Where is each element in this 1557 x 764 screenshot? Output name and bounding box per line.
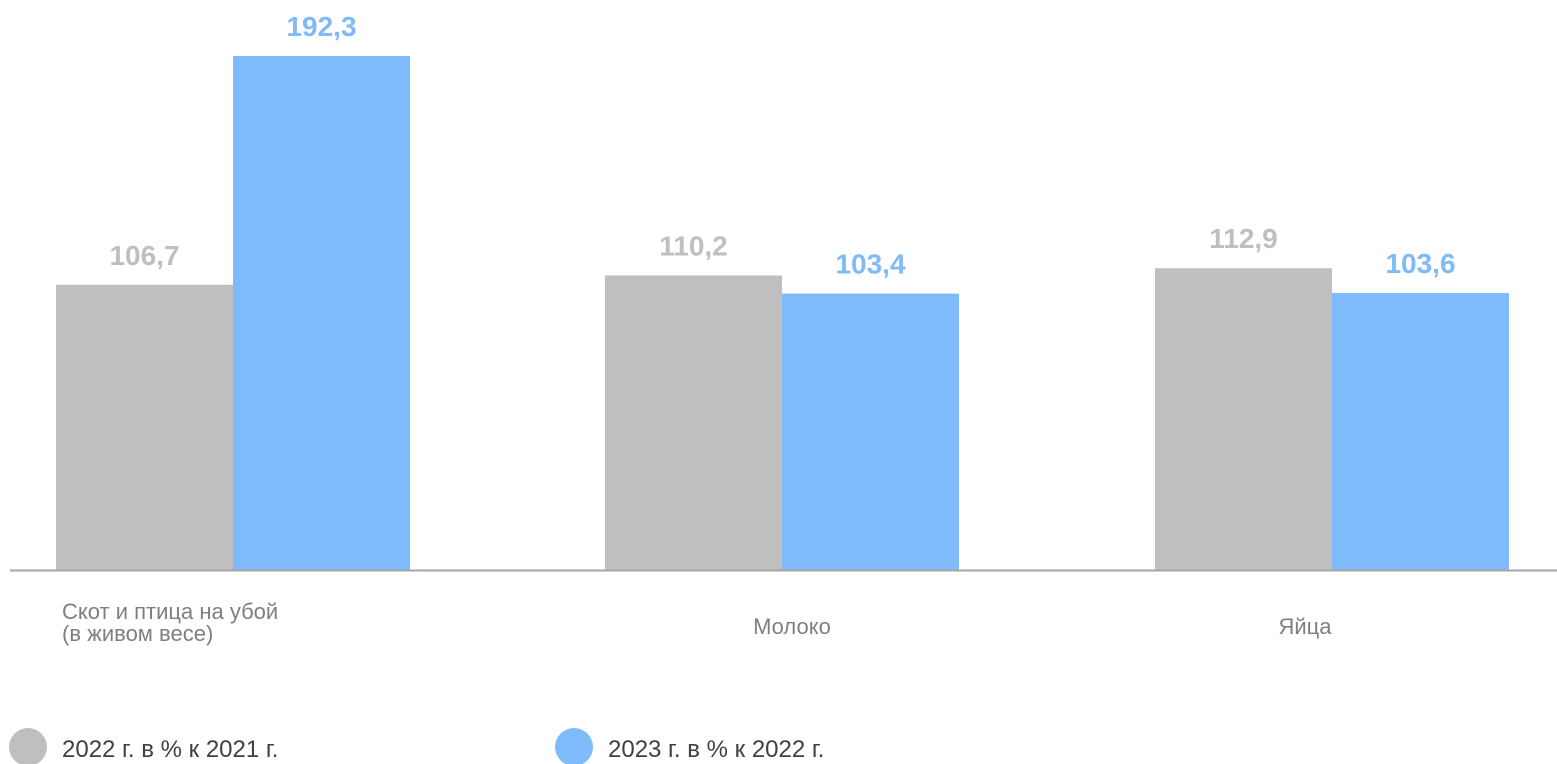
data-label-series1-cat2: 110,2: [659, 230, 728, 261]
legend-label-1: 2022 г. в % к 2021 г.: [62, 736, 278, 763]
data-label-series1-cat1: 106,7: [109, 240, 179, 271]
category-label-2: Молоко: [753, 614, 831, 639]
bar-series1-cat2: [605, 275, 782, 570]
legend-marker-2: [555, 728, 593, 764]
legend-label-2: 2023 г. в % к 2022 г.: [608, 736, 824, 763]
legend-marker-1: [9, 728, 47, 764]
legend: 2022 г. в % к 2021 г. 2023 г. в % к 2022 …: [9, 728, 824, 764]
category-label-1: Скот и птица на убой (в живом весе): [62, 599, 278, 646]
data-label-series2-cat1: 192,3: [286, 11, 356, 42]
data-label-series2-cat2: 103,4: [835, 249, 905, 280]
legend-item-2: 2023 г. в % к 2022 г.: [555, 728, 824, 764]
bar-series2-cat2: [782, 294, 959, 570]
data-label-series1-cat3: 112,9: [1209, 223, 1278, 254]
category-labels-group: Скот и птица на убой (в живом весе) Молоко…: [62, 599, 1332, 646]
category-label-3: Яйца: [1278, 614, 1332, 639]
bar-series1-cat3: [1155, 268, 1332, 570]
bar-series2-cat3: [1332, 293, 1509, 570]
legend-item-1: 2022 г. в % к 2021 г.: [9, 728, 278, 764]
bar-series2-cat1: [233, 56, 410, 570]
data-label-series2-cat3: 103,6: [1385, 248, 1455, 279]
bars-group: [56, 56, 1509, 570]
bar-series1-cat1: [56, 285, 233, 570]
